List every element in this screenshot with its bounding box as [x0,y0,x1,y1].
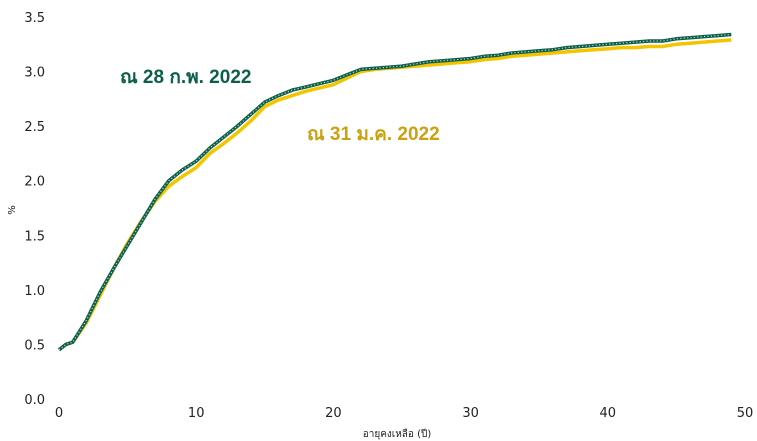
x-tick-label: 20 [325,406,342,421]
y-tick-label: 1.5 [24,229,45,244]
y-axis-label: % [7,205,18,215]
x-axis-label: อายุคงเหลือ (ปี) [363,428,432,440]
x-tick-label: 50 [737,406,754,421]
x-tick-label: 40 [600,406,617,421]
series-line-feb-2022-dots [58,33,732,351]
y-tick-label: 0.0 [24,393,45,408]
series-layer [57,32,732,352]
x-tick-label: 10 [188,406,205,421]
x-axis-tick-labels: 0 10 20 30 40 50 [55,406,753,421]
y-tick-label: 1.0 [24,284,45,299]
y-tick-label: 2.0 [24,175,45,190]
x-tick-label: 0 [55,406,63,421]
series-label-feb-2022: ณ 28 ก.พ. 2022 [120,67,251,88]
y-axis-tick-labels: 0.0 0.5 1.0 1.5 2.0 2.5 3.0 3.5 [24,11,45,408]
y-tick-label: 3.0 [24,66,45,81]
y-tick-label: 2.5 [24,120,45,135]
series-label-jan-2022: ณ 31 ม.ค. 2022 [307,124,440,145]
x-tick-label: 30 [462,406,479,421]
y-tick-label: 0.5 [24,338,45,353]
y-tick-label: 3.5 [24,11,45,26]
